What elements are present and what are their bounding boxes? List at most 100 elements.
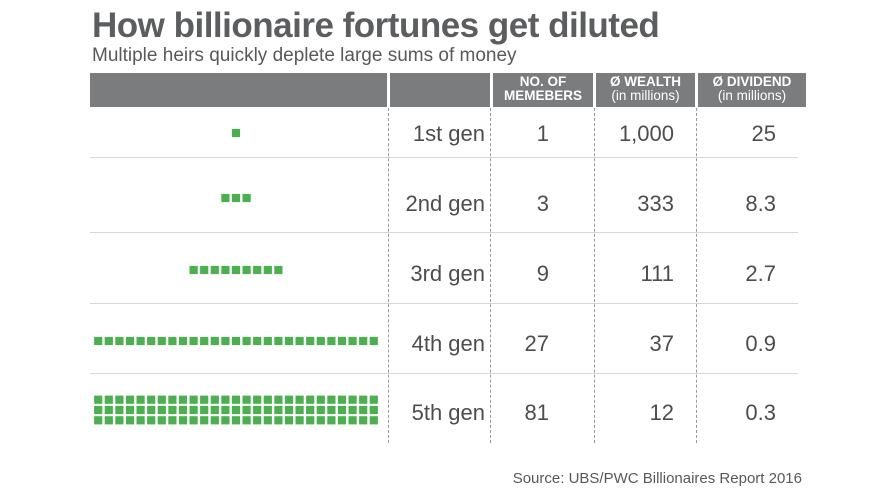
member-dot-gen5 xyxy=(136,395,145,404)
member-dot-gen5 xyxy=(284,395,294,404)
member-dot-gen4 xyxy=(221,336,230,346)
member-dot-gen5 xyxy=(306,416,315,425)
member-dot-gen4 xyxy=(274,336,283,346)
member-dot-gen4 xyxy=(115,336,124,346)
wealth-value: 111 xyxy=(640,261,674,286)
member-dot-gen4 xyxy=(242,336,251,346)
member-dot-gen5 xyxy=(125,405,135,415)
member-dot-gen5 xyxy=(189,416,198,425)
member-dot-gen5 xyxy=(327,405,336,415)
header-members-line2: MEMEBERS xyxy=(503,88,582,103)
member-dot-gen5 xyxy=(136,405,145,415)
member-dot-gen5 xyxy=(104,395,113,404)
member-dot-gen4 xyxy=(337,336,347,346)
member-dot-gen5 xyxy=(178,395,188,404)
member-dot-gen5 xyxy=(263,405,272,415)
members-value: 27 xyxy=(524,331,549,356)
member-dot-gen5 xyxy=(337,405,347,415)
header-members-line1: NO. OF xyxy=(519,74,567,89)
member-dot-gen3 xyxy=(210,265,219,275)
member-dot-gen4 xyxy=(200,336,209,346)
member-dot-gen5 xyxy=(306,405,315,415)
member-dot-gen5 xyxy=(306,395,315,404)
member-dot-gen5 xyxy=(221,416,230,425)
member-dot-gen5 xyxy=(348,405,357,415)
member-dot-gen5 xyxy=(369,395,378,404)
header-wealth-line2: (in millions) xyxy=(611,88,680,103)
member-dot-gen5 xyxy=(94,416,103,425)
member-dot-gen5 xyxy=(147,405,156,415)
member-dot-gen5 xyxy=(274,395,283,404)
chart-subtitle: Multiple heirs quickly deplete large sum… xyxy=(92,45,517,66)
member-dot-gen2 xyxy=(221,193,230,203)
member-dot-gen5 xyxy=(115,416,124,425)
member-dot-gen5 xyxy=(369,416,378,425)
member-dot-gen3 xyxy=(253,265,262,275)
member-dot-gen5 xyxy=(348,416,357,425)
member-dot-gen5 xyxy=(200,416,209,425)
dividend-value: 0.3 xyxy=(745,400,776,425)
member-dot-gen5 xyxy=(189,395,198,404)
member-dot-gen5 xyxy=(125,416,135,425)
member-dot-gen4 xyxy=(136,336,145,346)
member-dot-gen5 xyxy=(284,416,294,425)
column-divider xyxy=(388,108,389,443)
member-dot-gen4 xyxy=(263,336,272,346)
member-dot-gen4 xyxy=(284,336,294,346)
member-dot-gen5 xyxy=(231,395,241,404)
members-value: 81 xyxy=(524,400,549,425)
member-dot-gen4 xyxy=(253,336,262,346)
member-dot-gen5 xyxy=(253,395,262,404)
row-separator xyxy=(90,373,798,374)
member-dot-gen5 xyxy=(221,405,230,415)
member-dot-gen5 xyxy=(200,405,209,415)
member-dot-gen5 xyxy=(125,395,135,404)
header-dividend-line2: (in millions) xyxy=(717,88,787,103)
member-dot-gen3 xyxy=(221,265,230,275)
member-dot-gen4 xyxy=(189,336,198,346)
header-divider xyxy=(593,73,596,107)
wealth-value: 1,000 xyxy=(618,121,674,146)
member-dot-gen5 xyxy=(263,416,272,425)
member-dot-gen5 xyxy=(157,395,166,404)
table-header-band xyxy=(90,73,806,107)
row-separator xyxy=(90,157,798,158)
member-dot-gen5 xyxy=(210,416,219,425)
wealth-value: 12 xyxy=(649,400,674,425)
member-dot-gen5 xyxy=(189,405,198,415)
member-dot-gen4 xyxy=(231,336,241,346)
member-dot-gen3 xyxy=(189,265,198,275)
member-dot-gen5 xyxy=(316,395,325,404)
gen-label: 3rd gen xyxy=(410,261,485,286)
member-dot-gen5 xyxy=(157,416,166,425)
member-dot-gen3 xyxy=(263,265,272,275)
wealth-value: 333 xyxy=(637,191,674,216)
member-dot-gen3 xyxy=(200,265,209,275)
header-dividend: Ø DIVIDEND (in millions) xyxy=(698,75,806,103)
members-value: 3 xyxy=(536,191,549,216)
member-dot-gen5 xyxy=(210,405,219,415)
member-dot-gen5 xyxy=(253,405,262,415)
member-dot-gen4 xyxy=(359,336,368,346)
gen-label: 5th gen xyxy=(411,400,485,425)
member-dot-gen5 xyxy=(94,405,103,415)
column-divider xyxy=(594,108,595,443)
member-dot-gen4 xyxy=(369,336,378,346)
row-separator xyxy=(90,232,798,233)
dividend-value: 25 xyxy=(751,121,776,146)
member-dot-gen5 xyxy=(104,405,113,415)
member-dot-gen5 xyxy=(284,405,294,415)
member-dot-gen5 xyxy=(327,416,336,425)
member-dot-gen5 xyxy=(200,395,209,404)
members-value: 9 xyxy=(536,261,549,286)
member-dot-gen5 xyxy=(115,395,124,404)
member-dot-gen2 xyxy=(231,193,241,203)
member-dot-gen5 xyxy=(274,416,283,425)
header-members: NO. OF MEMEBERS xyxy=(493,75,593,103)
chart-title: How billionaire fortunes get diluted xyxy=(92,6,660,45)
member-dot-gen5 xyxy=(337,395,347,404)
member-dot-gen4 xyxy=(157,336,166,346)
member-dot-gen4 xyxy=(306,336,315,346)
member-dot-gen5 xyxy=(359,395,368,404)
